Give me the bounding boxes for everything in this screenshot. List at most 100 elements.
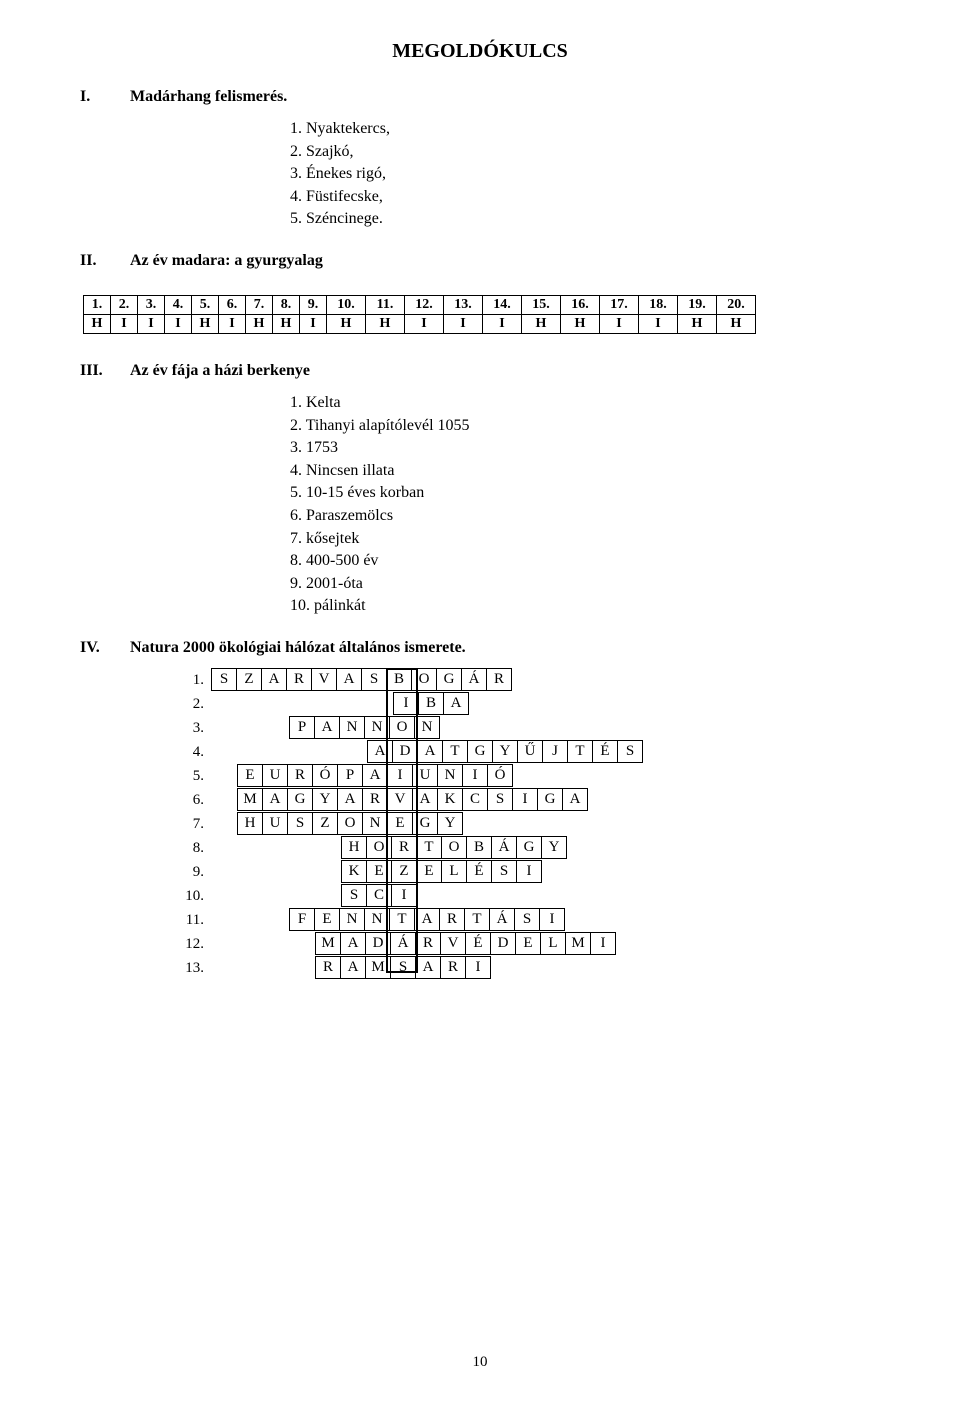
crossword-cell: R	[286, 668, 312, 691]
crossword-empty-cell	[619, 837, 645, 860]
table-cell: I	[111, 314, 138, 333]
crossword-cell: I	[590, 932, 616, 955]
crossword-cell: P	[337, 764, 363, 787]
crossword-cell: S	[211, 668, 237, 691]
crossword-cell: M	[237, 788, 263, 811]
crossword-cell: R	[391, 836, 417, 859]
list-item: 5. Széncinege.	[290, 208, 880, 230]
page-root: MEGOLDÓKULCS I. Madárhang felismerés. 1.…	[0, 0, 960, 1401]
crossword-cell: S	[287, 812, 313, 835]
crossword-empty-cell	[212, 789, 238, 812]
crossword-row: 9.KEZELÉSI	[160, 861, 880, 885]
crossword-cell: E	[387, 812, 413, 835]
crossword-empty-cell	[651, 693, 677, 716]
crossword-cell: K	[341, 860, 367, 883]
crossword-empty-cell	[469, 885, 495, 908]
crossword-row-grid: EURÓPAIUNIÓ	[212, 765, 669, 788]
crossword-empty-cell	[463, 813, 489, 836]
crossword-cell: Á	[489, 908, 515, 931]
crossword-empty-cell	[595, 957, 621, 980]
crossword-cell: C	[462, 788, 488, 811]
crossword-empty-cell	[212, 885, 238, 908]
crossword-cell: D	[392, 740, 418, 763]
crossword-cell: A	[337, 788, 363, 811]
page-number: 10	[0, 1354, 960, 1371]
crossword-cell: Z	[391, 860, 417, 883]
crossword-cell: E	[237, 764, 263, 787]
crossword-row-number: 6.	[160, 792, 212, 809]
list-item: 6. Paraszemölcs	[290, 505, 880, 527]
crossword-cell: A	[417, 740, 443, 763]
crossword-empty-cell	[513, 765, 539, 788]
crossword-cell: Ű	[517, 740, 543, 763]
crossword-cell: A	[261, 668, 287, 691]
crossword-empty-cell	[238, 909, 264, 932]
hi-table: 1.2.3.4.5.6.7.8.9.10.11.12.13.14.15.16.1…	[83, 295, 756, 334]
crossword-row-number: 4.	[160, 744, 212, 761]
crossword-cell: S	[341, 884, 367, 907]
crossword-row-number: 8.	[160, 840, 212, 857]
crossword-cell: M	[565, 932, 591, 955]
crossword-empty-cell	[517, 957, 543, 980]
table-cell: 2.	[111, 295, 138, 314]
crossword-row-grid: FENNTARTÁSI	[212, 909, 669, 932]
table-cell: 4.	[165, 295, 192, 314]
crossword-cell: A	[412, 788, 438, 811]
crossword-cell: Z	[312, 812, 338, 835]
crossword-cell: R	[486, 668, 512, 691]
crossword-cell: B	[418, 692, 444, 715]
crossword-empty-cell	[593, 837, 619, 860]
crossword-row: 3.PANNON	[160, 717, 880, 741]
crossword-cell: H	[237, 812, 263, 835]
table-cell: 8.	[273, 295, 300, 314]
crossword-empty-cell	[492, 717, 518, 740]
table-cell: H	[366, 314, 405, 333]
crossword-empty-cell	[512, 669, 538, 692]
crossword-cell: A	[562, 788, 588, 811]
crossword-cell: S	[390, 956, 416, 979]
crossword-cell: E	[366, 860, 392, 883]
table-row: HIIIHIHHIHHIIIHHIIHH	[84, 314, 756, 333]
crossword-cell: O	[366, 836, 392, 859]
crossword-row-grid: SCI	[212, 885, 677, 908]
crossword-empty-cell	[212, 837, 238, 860]
crossword-empty-cell	[538, 669, 564, 692]
crossword-row-grid: HORTOBÁGY	[212, 837, 671, 860]
list-item: 4. Nincsen illata	[290, 460, 880, 482]
crossword-empty-cell	[515, 813, 541, 836]
crossword-cell: I	[387, 764, 413, 787]
crossword-row-grid: MADÁRVÉDELMI	[212, 933, 668, 956]
crossword-empty-cell	[238, 885, 264, 908]
crossword-empty-cell	[616, 933, 642, 956]
crossword-cell: T	[464, 908, 490, 931]
crossword-empty-cell	[621, 957, 647, 980]
crossword-empty-cell	[591, 909, 617, 932]
list-item: 2. Tihanyi alapítólevél 1055	[290, 415, 880, 437]
crossword-empty-cell	[544, 717, 570, 740]
crossword-cell: Y	[437, 812, 463, 835]
crossword-cell: U	[262, 764, 288, 787]
section-I-num: I.	[80, 88, 130, 106]
crossword-empty-cell	[642, 933, 668, 956]
crossword-cell: Á	[461, 668, 487, 691]
crossword-empty-cell	[547, 693, 573, 716]
crossword-empty-cell	[316, 741, 342, 764]
crossword-row-grid: KEZELÉSI	[212, 861, 672, 884]
crossword-row-grid: MAGYARVAKCSIGA	[212, 789, 666, 812]
crossword-empty-cell	[238, 957, 264, 980]
list-item: 4. Füstifecske,	[290, 186, 880, 208]
crossword-cell: H	[341, 836, 367, 859]
crossword-empty-cell	[642, 669, 668, 692]
crossword-cell: T	[442, 740, 468, 763]
section-III-title: Az év fája a házi berkenye	[130, 362, 310, 380]
table-cell: 14.	[483, 295, 522, 314]
list-item: 3. 1753	[290, 437, 880, 459]
crossword-row-number: 3.	[160, 720, 212, 737]
crossword-empty-cell	[647, 957, 673, 980]
crossword-cell: É	[465, 932, 491, 955]
crossword-cell: M	[315, 932, 341, 955]
table-cell: I	[138, 314, 165, 333]
crossword-empty-cell	[568, 861, 594, 884]
crossword: 1.SZARVASBOGÁR2.IBA3.PANNON4.ADATGYŰJTÉS…	[160, 669, 880, 981]
crossword-row-grid: PANNON	[212, 717, 674, 740]
